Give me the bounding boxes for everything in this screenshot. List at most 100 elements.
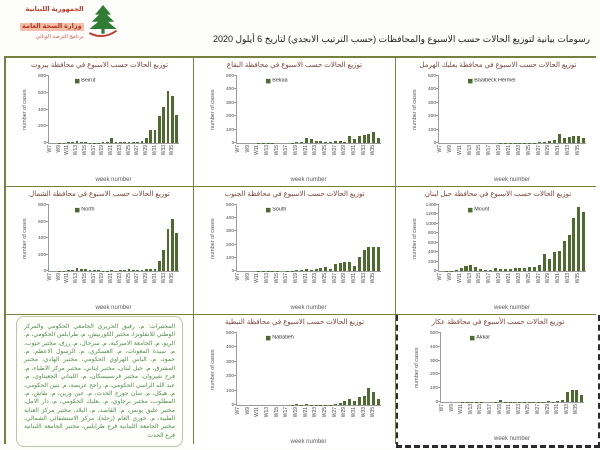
bar-slot	[131, 76, 135, 143]
bar-slot	[352, 76, 357, 143]
x-tick-label: W21	[302, 145, 309, 156]
bar-slot	[309, 76, 314, 143]
bar-slot	[541, 333, 546, 402]
x-tick-label: W11	[64, 145, 71, 155]
y-tick-mark	[234, 346, 237, 348]
bar-W21	[305, 403, 309, 405]
bar-W35	[171, 219, 174, 271]
y-tick-label: 300	[429, 358, 438, 364]
bar-slot	[58, 76, 62, 143]
x-tick-slot	[579, 404, 584, 429]
bar-slot	[88, 76, 92, 143]
x-tick-label: W15	[273, 145, 280, 156]
chart-cell-north: توزيع الحالات حسب الاسبوع في محافظة الشم…	[6, 187, 193, 314]
x-tick-label: W21	[108, 145, 115, 156]
bar-W31	[153, 268, 157, 271]
x-tick-label: W9	[244, 273, 251, 281]
x-tick-labels: W7 W9 W11 W13 W15 W17 W19 W21 W23 W25 W27 W29 W31 W33…	[437, 273, 586, 298]
bar-slot	[465, 333, 470, 402]
y-tick-mark	[438, 332, 441, 333]
bar-slot	[333, 76, 338, 143]
y-tick-label: 400	[37, 107, 46, 112]
bar-slot	[153, 205, 157, 271]
bar-W35	[372, 132, 376, 143]
x-tick-label: W33	[565, 273, 572, 284]
bar-slot	[271, 205, 276, 271]
bar-W19	[295, 141, 299, 143]
x-tick-label: W29	[544, 404, 551, 415]
bar-slot	[488, 205, 493, 271]
bar-W36	[377, 137, 380, 143]
chart-title: توزيع الحالات حسب الاسبوع في محافظة بيرو…	[30, 62, 169, 69]
bar-W15	[84, 142, 88, 143]
bar-slot	[314, 205, 319, 271]
bar-slot	[444, 205, 449, 271]
bar-slot	[157, 205, 161, 271]
bar-W13	[75, 141, 79, 143]
legend-swatch	[265, 207, 271, 212]
bar-slot	[136, 205, 140, 271]
bar-slot	[546, 333, 551, 402]
y-tick-mark	[46, 270, 49, 271]
x-tick-label: W25	[125, 145, 132, 156]
bar-slot	[473, 205, 478, 271]
x-tick-label: W35	[370, 273, 377, 284]
bar-W24	[319, 141, 323, 143]
bar-W21	[110, 270, 114, 271]
x-tick-label: W9	[244, 145, 251, 153]
x-tick-label: W33	[160, 273, 167, 284]
chart-cell-nabatieh: توزيع الحالات حسب الاسبوع في محافظة النب…	[194, 315, 395, 448]
bar-slot	[140, 76, 144, 143]
x-tick-slot	[376, 145, 381, 170]
bar-W28	[140, 269, 144, 271]
bar-slot	[459, 205, 464, 271]
bar-W30	[348, 398, 352, 405]
y-tick-mark	[234, 389, 237, 391]
bar-slot	[576, 205, 581, 271]
bar-W28	[338, 141, 342, 143]
x-tick-label: W25	[525, 404, 532, 415]
bar-slot	[527, 76, 532, 143]
x-axis-label: week number	[493, 177, 531, 183]
bar-W32	[357, 135, 361, 143]
bar-W33	[162, 107, 166, 143]
bar-W26	[329, 269, 333, 271]
y-tick-label: 0	[433, 268, 436, 274]
x-tick-slot	[581, 273, 586, 298]
x-tick-label: W19	[293, 145, 300, 156]
bar-slot	[542, 205, 547, 271]
y-tick-mark	[46, 125, 49, 127]
legend-swatch	[75, 78, 80, 83]
bar-W29	[343, 401, 347, 405]
bar-W14	[474, 267, 478, 271]
bar-W25	[127, 141, 131, 143]
bar-W18	[493, 268, 497, 271]
bar-slot	[162, 205, 166, 271]
bar-W22	[309, 138, 313, 143]
y-tick-mark	[436, 260, 439, 262]
x-tick-label: W33	[160, 145, 167, 156]
x-tick-label: W23	[116, 145, 123, 156]
bar-W30	[348, 262, 352, 271]
y-tick-mark	[46, 220, 49, 222]
y-tick-mark	[234, 360, 237, 362]
y-tick-label: 200	[225, 113, 234, 119]
y-tick-label: 800	[427, 230, 436, 236]
x-tick-label: W19	[496, 273, 503, 284]
x-tick-labels: W7 W9 W11 W13 W15 W17 W19 W21 W23 W25 W27 W29 W31 W33…	[47, 145, 179, 170]
bar-W25	[324, 267, 328, 271]
bar-slot	[62, 205, 66, 271]
y-tick-mark	[436, 128, 439, 130]
bar-W20	[503, 268, 507, 271]
x-tick-slot	[376, 407, 381, 432]
y-tick-label: 0	[43, 268, 46, 274]
legend: South	[265, 207, 286, 212]
y-tick-label: 0	[231, 140, 234, 146]
chart-title: توزيع الحالات حسب الاسبوع في محافظة الشم…	[29, 191, 170, 198]
bar-W31	[353, 400, 356, 405]
chart-title: توزيع الحالات حسب الاسبوع في محافظة الجن…	[224, 191, 365, 198]
x-tick-label: W17	[90, 145, 97, 156]
y-tick-mark	[438, 345, 441, 347]
bar-slot	[338, 333, 343, 405]
bar-slot	[371, 205, 376, 271]
